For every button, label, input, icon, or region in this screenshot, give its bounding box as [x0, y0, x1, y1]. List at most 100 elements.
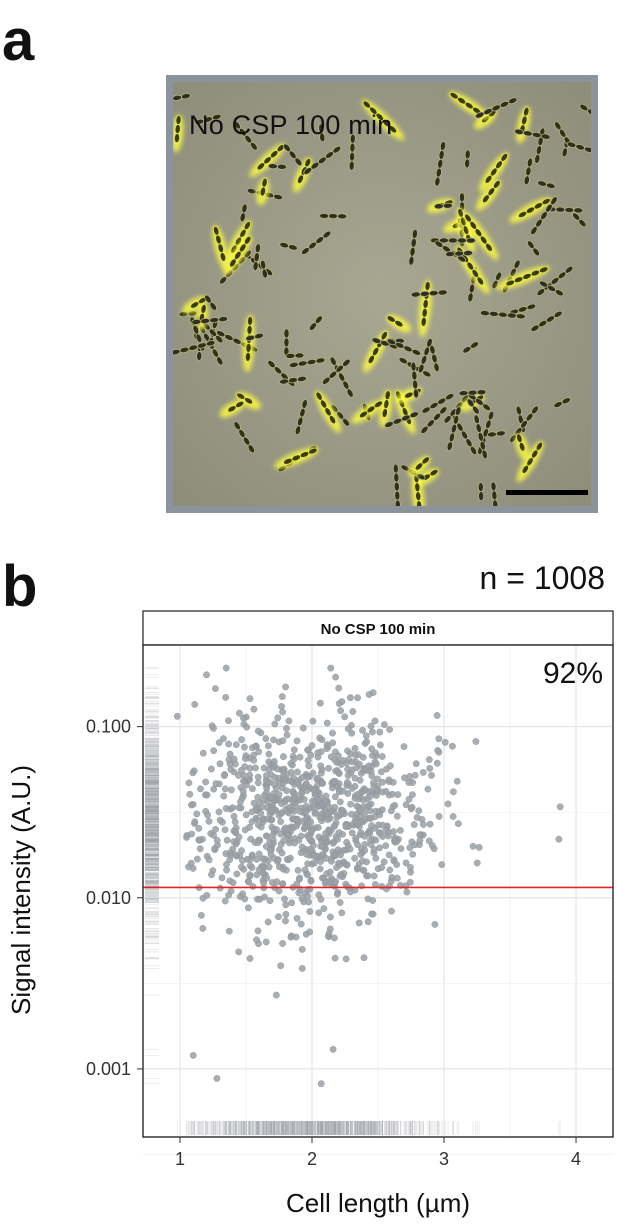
data-point — [454, 820, 462, 828]
data-point — [367, 722, 375, 730]
data-point — [282, 917, 289, 925]
data-point — [332, 878, 339, 885]
data-point — [428, 842, 436, 849]
bacterial-cell-chain — [445, 250, 474, 258]
data-point — [353, 865, 361, 873]
data-point — [274, 913, 282, 921]
bacterial-cell-chain — [204, 294, 218, 311]
data-point — [319, 843, 326, 851]
bacterial-cell-chain — [260, 259, 268, 279]
data-point — [279, 880, 286, 888]
data-point — [318, 736, 326, 744]
data-point — [364, 918, 372, 926]
data-point — [360, 954, 368, 962]
data-point — [344, 747, 351, 755]
data-point — [329, 739, 337, 747]
data-point — [307, 818, 315, 826]
bacterial-cell-chain — [433, 202, 453, 210]
data-point — [254, 773, 262, 781]
scale-bar — [506, 490, 588, 495]
bacterial-cell-chain — [173, 340, 216, 356]
data-point — [428, 771, 435, 779]
data-point — [304, 773, 312, 781]
data-point — [323, 745, 331, 753]
data-point — [351, 794, 359, 802]
data-point — [409, 850, 417, 858]
data-point — [433, 712, 441, 719]
data-point — [376, 728, 384, 736]
data-point — [386, 866, 394, 874]
data-point — [388, 907, 395, 915]
data-point — [318, 851, 326, 859]
data-point — [343, 883, 351, 890]
data-point — [254, 779, 262, 787]
bacterial-cell-chain — [318, 123, 326, 143]
data-point — [264, 815, 271, 823]
data-point — [346, 694, 354, 702]
data-point — [229, 879, 237, 887]
data-point — [347, 810, 355, 818]
data-point — [300, 796, 308, 803]
data-point — [252, 814, 260, 822]
data-point — [227, 786, 235, 794]
data-point — [371, 717, 379, 725]
data-point — [363, 858, 370, 866]
data-point — [305, 762, 313, 770]
data-point — [365, 691, 373, 698]
data-point — [472, 738, 480, 745]
data-point — [235, 709, 243, 717]
data-point — [291, 839, 298, 847]
data-point — [272, 991, 280, 999]
data-point — [333, 864, 340, 871]
data-point — [374, 775, 381, 783]
data-point — [412, 760, 420, 768]
data-point — [419, 768, 427, 776]
bacterial-cell-chain — [378, 389, 393, 428]
data-point — [298, 964, 306, 972]
data-point — [315, 891, 323, 899]
data-point — [441, 738, 449, 746]
data-point — [223, 861, 230, 868]
data-point — [264, 742, 272, 750]
data-point — [555, 835, 563, 843]
data-point — [366, 830, 374, 838]
data-point — [379, 821, 386, 829]
data-point — [378, 788, 386, 796]
data-point — [186, 790, 194, 798]
data-point — [222, 664, 230, 672]
data-point — [413, 813, 421, 821]
data-point — [370, 872, 378, 880]
data-point — [333, 890, 341, 898]
data-point — [359, 796, 367, 804]
data-point — [400, 743, 408, 751]
data-point — [281, 776, 289, 784]
facet-strip — [142, 610, 614, 646]
y-axis-title: Signal intensity (A.U.) — [6, 765, 36, 1015]
data-point — [308, 826, 316, 834]
x-tick-label: 1 — [175, 1149, 185, 1169]
data-point — [331, 793, 339, 801]
data-point — [218, 874, 226, 882]
data-point — [221, 785, 229, 793]
data-point — [365, 801, 372, 809]
data-point — [382, 827, 390, 834]
data-point — [345, 756, 352, 764]
data-point — [279, 940, 286, 947]
data-point — [335, 700, 343, 708]
data-point — [266, 846, 274, 854]
data-point — [261, 855, 269, 863]
data-point — [391, 834, 399, 842]
data-point — [325, 929, 333, 937]
bacterial-cell-chain — [273, 447, 319, 469]
data-point — [314, 749, 322, 757]
panel-letter-a: a — [2, 8, 35, 73]
data-point — [351, 782, 359, 790]
data-point — [215, 808, 223, 816]
bacterial-cell-chain — [429, 344, 440, 373]
data-point — [323, 719, 331, 727]
bacterial-cell-chain — [285, 352, 305, 359]
data-point — [221, 826, 229, 834]
bacterial-cell-chain — [245, 332, 264, 342]
data-point — [230, 812, 238, 820]
data-point — [331, 756, 338, 764]
